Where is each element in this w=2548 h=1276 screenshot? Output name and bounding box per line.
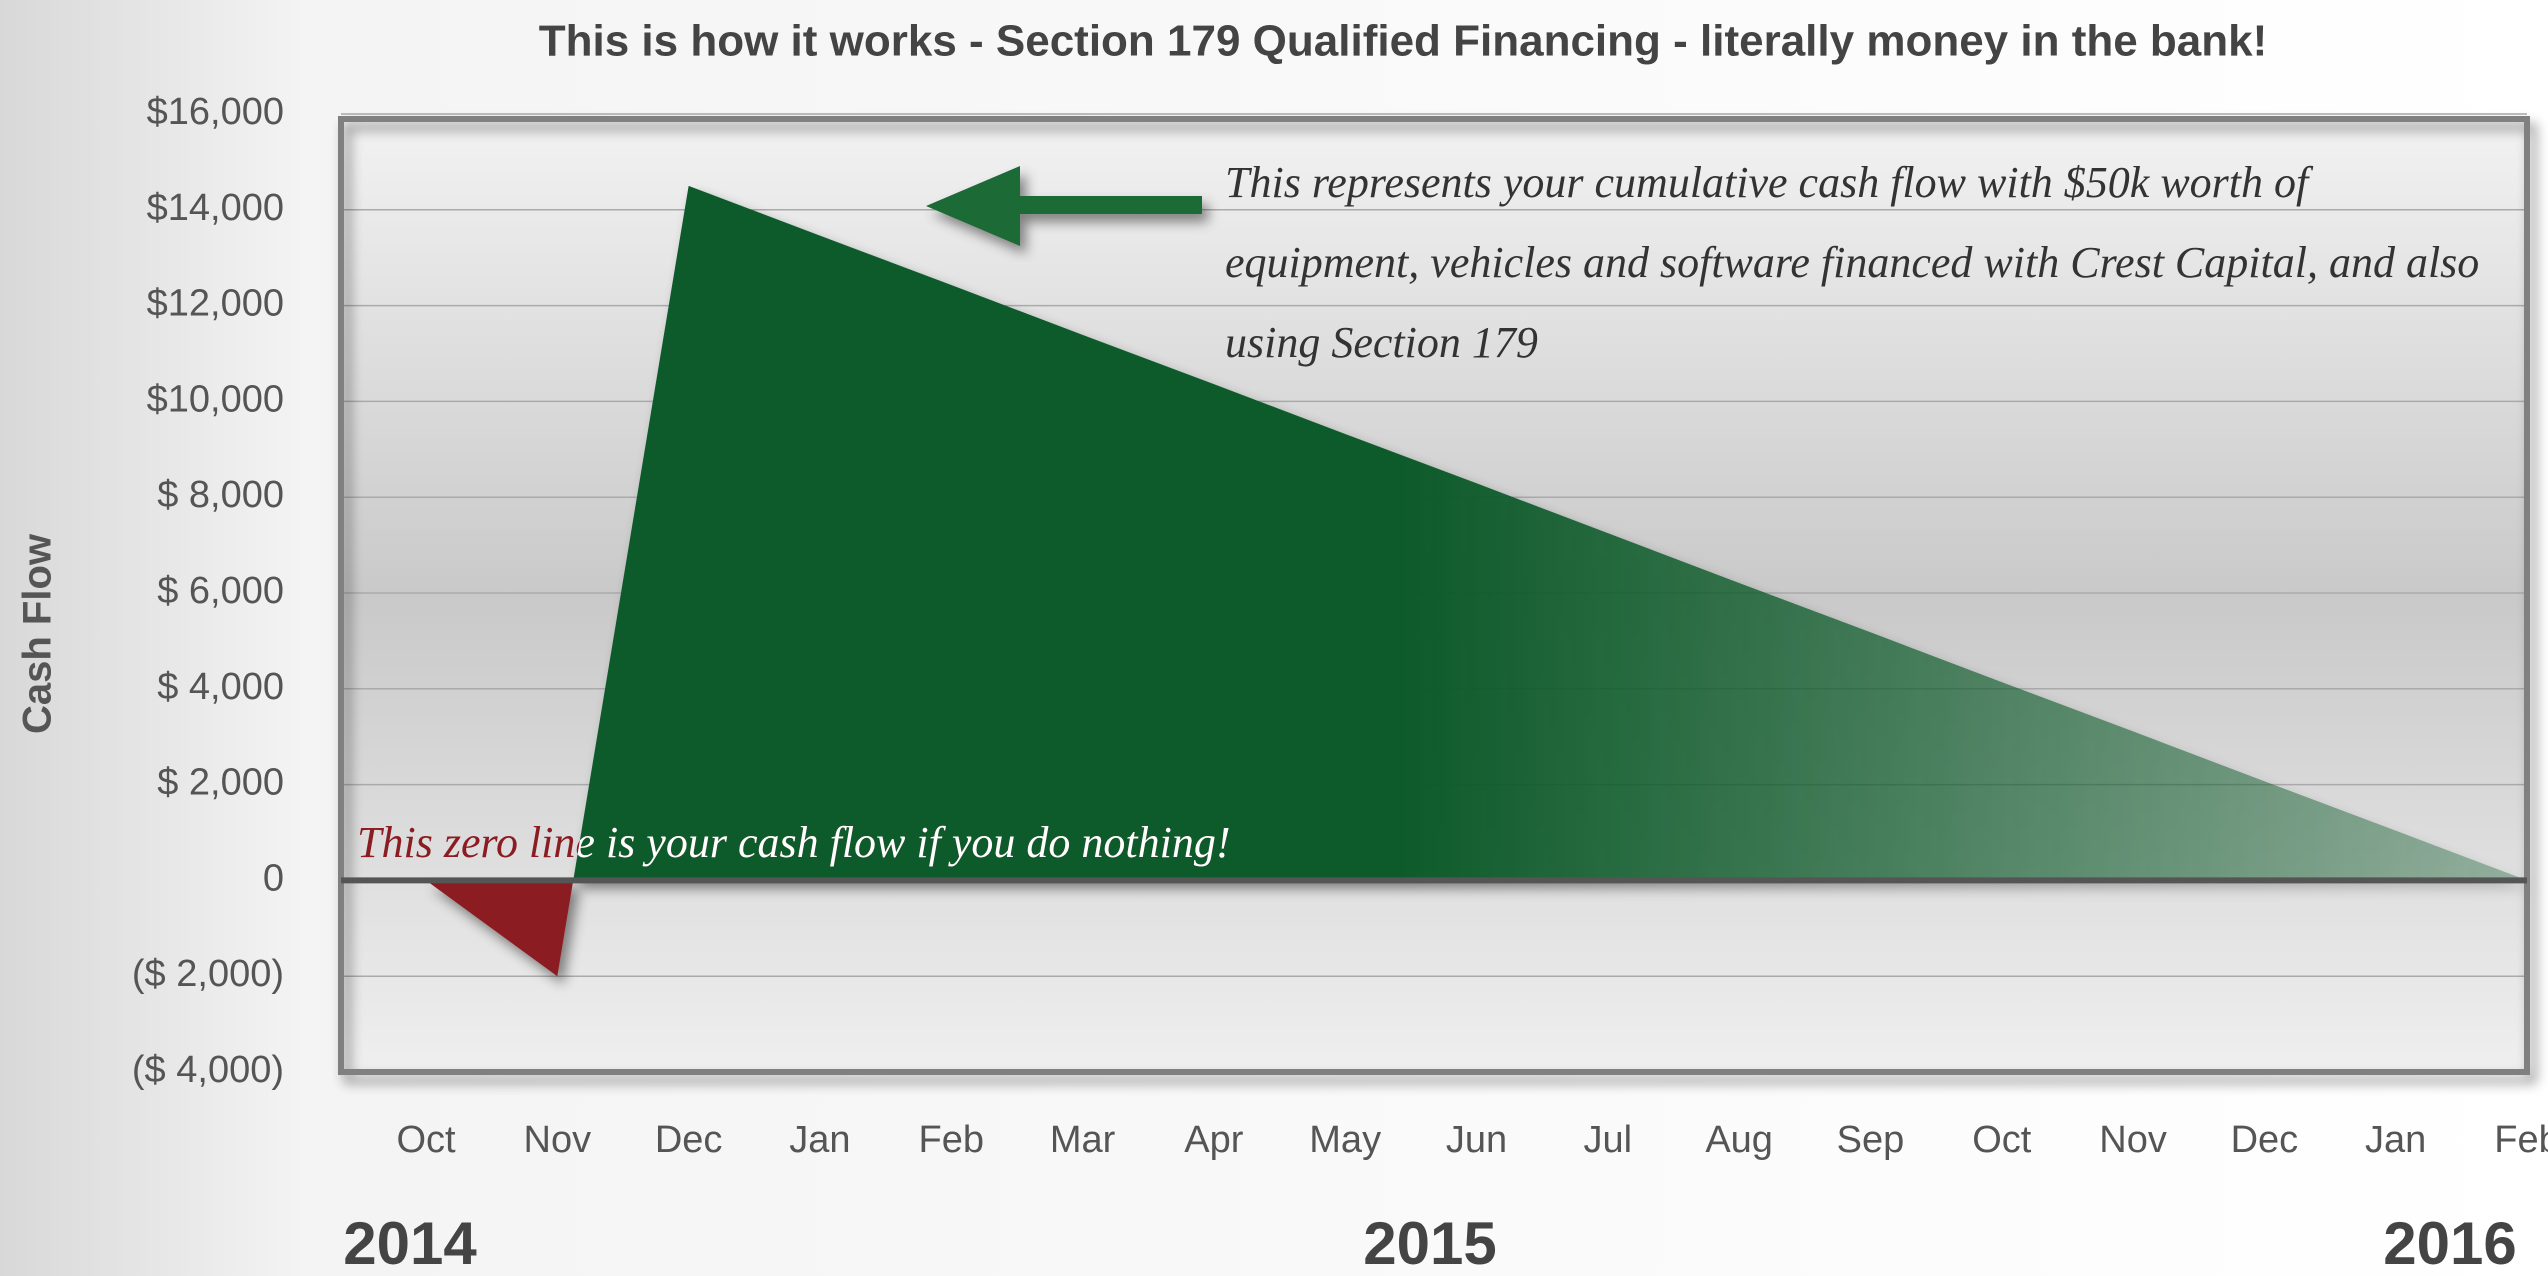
annotation: using Section 179 <box>1225 318 1538 367</box>
year-label: 2014 <box>343 1210 477 1276</box>
annotation: This represents your cumulative cash flo… <box>1225 158 2314 207</box>
y-axis-label: Cash Flow <box>16 533 60 734</box>
y-tick-label: $16,000 <box>147 91 284 133</box>
x-tick-label: Sep <box>1837 1119 1905 1161</box>
y-tick-label: $ 4,000 <box>157 666 284 708</box>
y-tick-label: $12,000 <box>147 283 284 325</box>
y-tick-label: ($ 4,000) <box>132 1049 284 1091</box>
y-tick-label: ($ 2,000) <box>132 953 284 995</box>
x-tick-label: Oct <box>396 1119 456 1161</box>
x-tick-label: Jan <box>2365 1119 2426 1161</box>
x-tick-label: Jan <box>789 1119 850 1161</box>
y-tick-label: 0 <box>263 857 284 899</box>
x-tick-label: Feb <box>2494 1119 2548 1161</box>
x-tick-label: Jun <box>1446 1119 1507 1161</box>
arrow <box>926 166 1202 246</box>
zero-annotation: This zero line is your cash flow if you … <box>357 818 1230 867</box>
x-tick-label: Feb <box>919 1119 984 1161</box>
area-group <box>426 185 2527 977</box>
year-label: 2015 <box>1363 1210 1496 1276</box>
x-tick-label: May <box>1309 1119 1381 1161</box>
y-tick-label: $ 2,000 <box>157 762 284 804</box>
arrow-shape <box>926 166 1202 246</box>
x-tick-label: Aug <box>1705 1119 1773 1161</box>
x-tick-label: Nov <box>524 1119 592 1161</box>
y-tick-label: $14,000 <box>147 187 284 229</box>
area-negative <box>426 880 574 977</box>
x-tick-label: Dec <box>655 1119 723 1161</box>
y-tick-label: $10,000 <box>147 378 284 420</box>
x-tick-label: Jul <box>1584 1119 1633 1161</box>
year-label: 2016 <box>2383 1210 2516 1276</box>
x-tick-label: Apr <box>1184 1119 1243 1161</box>
x-tick-label: Nov <box>2099 1119 2167 1161</box>
x-tick-label: Mar <box>1050 1119 1116 1161</box>
area-positive <box>426 185 2527 881</box>
y-tick-label: $ 8,000 <box>157 474 284 516</box>
y-tick-label: $ 6,000 <box>157 570 284 612</box>
chart-title: This is how it works - Section 179 Quali… <box>539 17 2268 66</box>
plot-border <box>338 116 2530 1075</box>
x-tick-label: Oct <box>1972 1119 2032 1161</box>
annotation: equipment, vehicles and software finance… <box>1225 238 2479 287</box>
x-tick-label: Dec <box>2231 1119 2299 1161</box>
